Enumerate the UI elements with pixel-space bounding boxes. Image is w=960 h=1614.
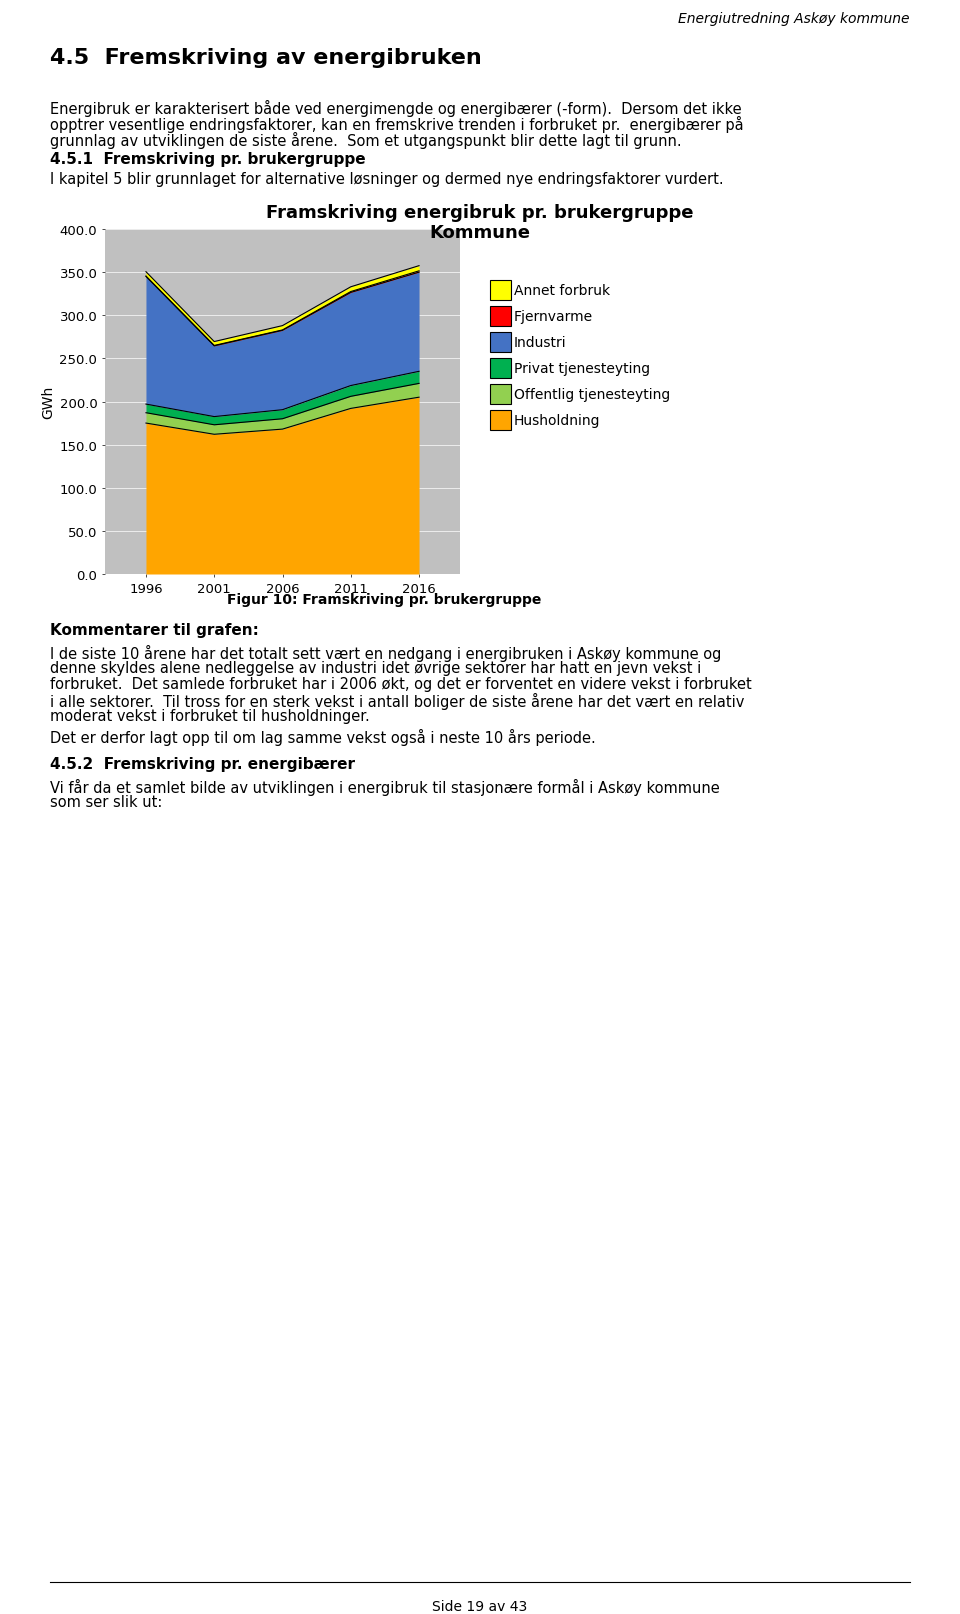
Text: i alle sektorer.  Til tross for en sterk vekst i antall boliger de siste årene h: i alle sektorer. Til tross for en sterk … (50, 692, 744, 710)
Text: grunnlag av utviklingen de siste årene.  Som et utgangspunkt blir dette lagt til: grunnlag av utviklingen de siste årene. … (50, 132, 682, 148)
Text: I de siste 10 årene har det totalt sett vært en nedgang i energibruken i Askøy k: I de siste 10 årene har det totalt sett … (50, 644, 721, 662)
Text: Privat tjenesteyting: Privat tjenesteyting (514, 362, 650, 376)
Text: Framskriving energibruk pr. brukergruppe: Framskriving energibruk pr. brukergruppe (266, 203, 694, 221)
Text: Offentlig tjenesteyting: Offentlig tjenesteyting (514, 387, 670, 402)
Text: 4.5  Fremskriving av energibruken: 4.5 Fremskriving av energibruken (50, 48, 482, 68)
Text: Husholdning: Husholdning (514, 413, 601, 428)
Text: Vi får da et samlet bilde av utviklingen i energibruk til stasjonære formål i As: Vi får da et samlet bilde av utviklingen… (50, 778, 720, 796)
Text: Figur 10: Framskriving pr. brukergruppe: Figur 10: Framskriving pr. brukergruppe (227, 592, 541, 607)
Text: som ser slik ut:: som ser slik ut: (50, 794, 162, 810)
Text: moderat vekst i forbruket til husholdninger.: moderat vekst i forbruket til husholdnin… (50, 709, 370, 723)
Text: I kapitel 5 blir grunnlaget for alternative løsninger og dermed nye endringsfakt: I kapitel 5 blir grunnlaget for alternat… (50, 173, 724, 187)
Text: Det er derfor lagt opp til om lag samme vekst også i neste 10 års periode.: Det er derfor lagt opp til om lag samme … (50, 728, 596, 746)
Text: Fjernvarme: Fjernvarme (514, 310, 593, 324)
Text: denne skyldes alene nedleggelse av industri idet øvrige sektorer har hatt en jev: denne skyldes alene nedleggelse av indus… (50, 660, 701, 676)
Text: Side 19 av 43: Side 19 av 43 (432, 1599, 528, 1612)
Text: Energiutredning Askøy kommune: Energiutredning Askøy kommune (679, 11, 910, 26)
Text: 4.5.2  Fremskriving pr. energibærer: 4.5.2 Fremskriving pr. energibærer (50, 757, 355, 771)
Text: Kommune: Kommune (429, 224, 531, 242)
Y-axis label: GWh: GWh (41, 386, 56, 420)
Text: Kommentarer til grafen:: Kommentarer til grafen: (50, 623, 259, 638)
Text: Energibruk er karakterisert både ved energimengde og energibærer (-form).  Derso: Energibruk er karakterisert både ved ene… (50, 100, 742, 116)
Text: Annet forbruk: Annet forbruk (514, 284, 611, 299)
Text: forbruket.  Det samlede forbruket har i 2006 økt, og det er forventet en videre : forbruket. Det samlede forbruket har i 2… (50, 676, 752, 691)
Text: Industri: Industri (514, 336, 566, 350)
Text: 4.5.1  Fremskriving pr. brukergruppe: 4.5.1 Fremskriving pr. brukergruppe (50, 152, 366, 166)
Text: opptrer vesentlige endringsfaktorer, kan en fremskrive trenden i forbruket pr.  : opptrer vesentlige endringsfaktorer, kan… (50, 116, 744, 132)
